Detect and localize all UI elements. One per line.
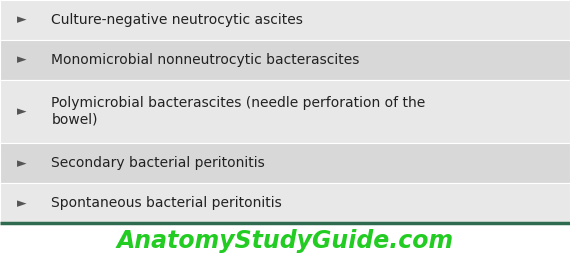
Text: ►: ► (17, 105, 27, 118)
Bar (0, 40, 570, 80)
Bar (0, 0, 570, 40)
Text: Spontaneous bacterial peritonitis: Spontaneous bacterial peritonitis (51, 196, 282, 210)
Bar (0, 183, 570, 223)
Text: ►: ► (17, 157, 27, 170)
Text: Secondary bacterial peritonitis: Secondary bacterial peritonitis (51, 156, 265, 170)
Text: Monomicrobial nonneutrocytic bacterascites: Monomicrobial nonneutrocytic bacterascit… (51, 53, 360, 67)
Bar (0, 143, 570, 183)
Bar (0, 80, 570, 143)
Text: Polymicrobial bacterascites (needle perforation of the
bowel): Polymicrobial bacterascites (needle perf… (51, 96, 426, 127)
Text: ►: ► (17, 53, 27, 67)
Text: ►: ► (17, 197, 27, 210)
Text: AnatomyStudyGuide.com: AnatomyStudyGuide.com (116, 229, 454, 253)
Text: Culture-negative neutrocytic ascites: Culture-negative neutrocytic ascites (51, 13, 303, 27)
Text: ►: ► (17, 13, 27, 27)
